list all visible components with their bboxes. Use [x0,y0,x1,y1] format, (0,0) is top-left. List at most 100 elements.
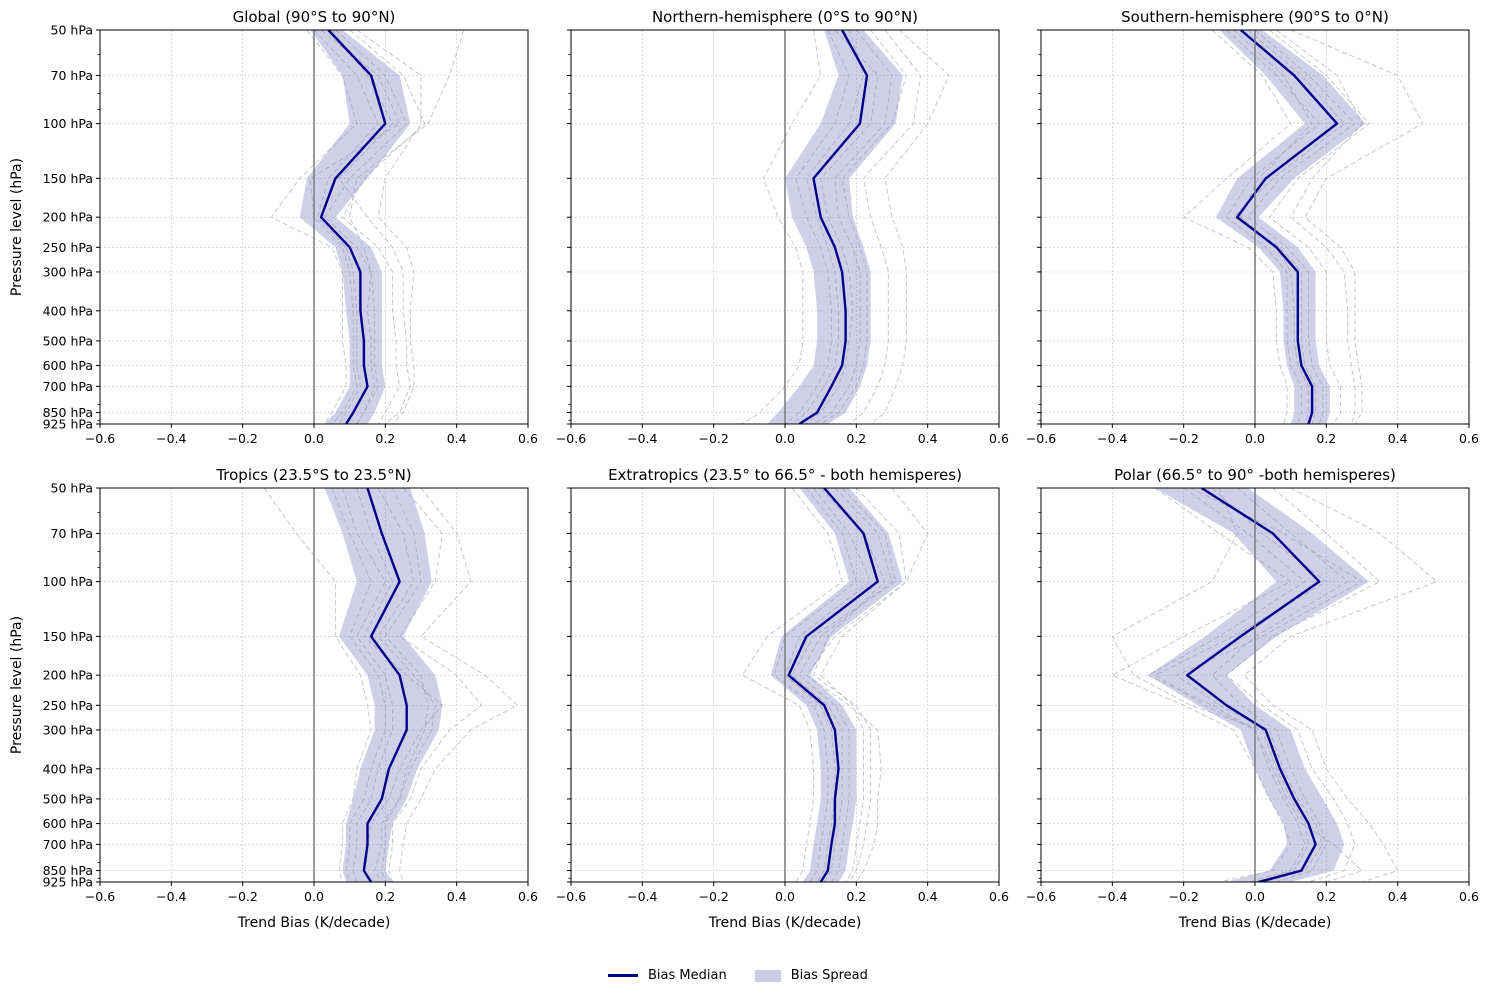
member-line [870,30,950,424]
member-line [309,30,401,424]
y-tick-label: 50 hPa [51,481,93,496]
x-tick-label: 0.6 [1459,431,1479,446]
x-tick-label: 0.6 [989,431,1009,446]
legend-spread-label: Bias Spread [790,968,868,983]
x-tick-label: 0.2 [846,431,866,446]
member-line [798,488,893,882]
member-line [806,30,879,424]
x-tick-label: 0.2 [1316,889,1336,904]
x-tick-label: 0.0 [304,431,324,446]
spread-band [324,488,443,882]
spread-band [1215,30,1366,424]
x-tick-label: 0.2 [375,431,395,446]
spread-band [767,30,903,424]
plot-area [270,30,465,424]
y-tick-label: 925 hPa [43,417,93,432]
x-tick-label: 0.4 [1388,889,1408,904]
member-line [791,488,897,882]
y-tick-label: 150 hPa [43,629,93,644]
median-line [787,488,879,882]
y-tick-label: 250 hPa [43,240,93,255]
member-line [1290,30,1424,424]
plot-area [1111,488,1438,882]
x-tick-label: −0.4 [1097,889,1127,904]
median-line [1235,30,1339,424]
x-tick-label: −0.4 [156,431,186,446]
x-tick-label: −0.4 [1097,431,1127,446]
x-tick-label: 0.2 [846,889,866,904]
x-axis-label: Trend Bias (K/decade) [708,915,862,931]
x-tick-label: −0.2 [227,431,257,446]
member-line [1247,30,1356,424]
x-tick-label: 0.4 [1388,431,1408,446]
y-tick-label: 300 hPa [43,264,93,279]
member-line [1233,30,1313,424]
x-tick-label: 0.6 [518,889,538,904]
member-line [1211,488,1349,882]
member-line [270,30,358,424]
member-line [820,488,907,882]
y-axis-label: Pressure level (hPa) [9,158,25,296]
member-line [324,30,408,424]
member-line [813,30,893,424]
x-tick-label: 0.6 [989,889,1009,904]
y-tick-label: 600 hPa [43,816,93,831]
plot-area [741,488,929,882]
member-line [388,488,483,882]
member-line [805,488,929,882]
spread-band [1148,488,1370,882]
member-line [812,488,886,882]
member-line [1276,30,1363,424]
x-tick-label: 0.4 [918,431,938,446]
y-axis-label: Pressure level (hPa) [9,616,25,754]
x-tick-label: −0.6 [1026,889,1056,904]
member-line [349,30,465,424]
x-tick-label: 0.0 [1245,889,1265,904]
x-tick-label: −0.6 [556,431,586,446]
y-tick-label: 100 hPa [43,116,93,131]
spread-band [299,30,411,424]
y-tick-label: 250 hPa [43,698,93,713]
panel-title: Polar (66.5° to 90° -both hemisperes) [1114,466,1396,484]
panel-4: 50 hPa 70 hPa 100 hPa 150 hPa 200 hPa 250 hP… [9,466,538,931]
x-tick-label: −0.4 [627,889,657,904]
member-line [1182,30,1292,424]
x-tick-label: −0.2 [698,431,728,446]
member-line [773,488,857,882]
y-tick-label: 700 hPa [43,379,93,394]
x-tick-label: −0.2 [227,889,257,904]
x-tick-label: −0.2 [1168,431,1198,446]
panel-3: −0.6 −0.4 −0.2 0.0 0.2 0.4 0.6 Southern-hemisph… [1026,8,1479,446]
panel-2: −0.6 −0.4 −0.2 0.0 0.2 0.4 0.6 Northern-hemisph… [556,8,1009,446]
x-tick-label: 0.2 [1316,431,1336,446]
x-tick-label: 0.0 [775,431,795,446]
x-tick-label: −0.4 [156,889,186,904]
x-tick-label: 0.0 [775,889,795,904]
member-line [848,30,922,424]
y-tick-label: 70 hPa [51,68,93,83]
x-tick-label: 0.2 [375,889,395,904]
y-tick-label: 300 hPa [43,722,93,737]
member-line [1268,30,1370,424]
x-tick-label: −0.6 [1026,431,1056,446]
member-line [331,488,386,882]
y-tick-label: 400 hPa [43,303,93,318]
panel-title: Northern-hemisphere (0°S to 90°N) [652,8,918,26]
y-tick-label: 50 hPa [51,23,93,38]
member-line [313,30,379,424]
panel-5: −0.6 −0.4 −0.2 0.0 0.2 0.4 0.6 Extratropics (23… [556,466,1009,931]
panel-title: Extratropics (23.5° to 66.5° - both hemi… [608,466,962,484]
x-tick-label: 0.4 [447,431,467,446]
member-line [791,30,865,424]
x-tick-label: 0.6 [518,431,538,446]
x-tick-label: −0.2 [698,889,728,904]
y-tick-label: 150 hPa [43,171,93,186]
median-line [798,30,869,424]
y-tick-label: 700 hPa [43,837,93,852]
member-line [784,488,872,882]
member-line [331,30,411,424]
x-tick-label: −0.2 [1168,889,1198,904]
x-tick-label: 0.4 [918,889,938,904]
spread-band [770,488,903,882]
member-line [263,488,372,882]
